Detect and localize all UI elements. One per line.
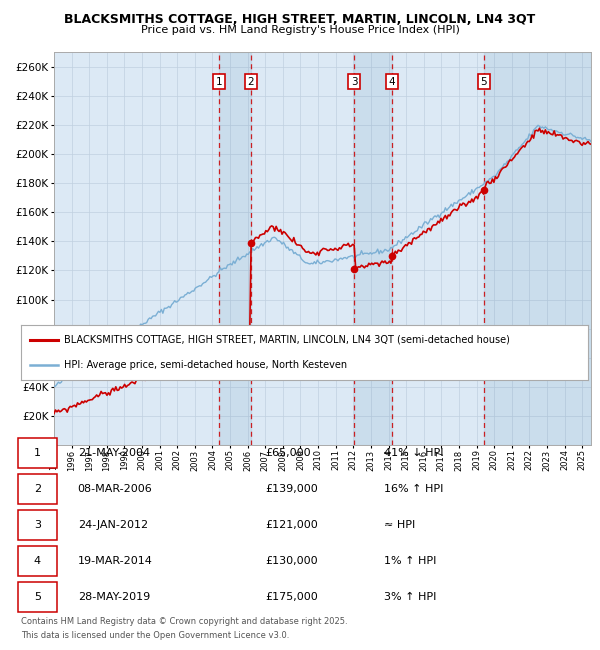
Text: £121,000: £121,000 — [265, 520, 317, 530]
Text: 5: 5 — [34, 592, 41, 602]
Text: 41% ↓ HPI: 41% ↓ HPI — [384, 448, 443, 458]
FancyBboxPatch shape — [18, 510, 57, 541]
Text: 08-MAR-2006: 08-MAR-2006 — [78, 484, 152, 494]
Text: £130,000: £130,000 — [265, 556, 317, 566]
Text: 2: 2 — [248, 77, 254, 87]
Text: 1% ↑ HPI: 1% ↑ HPI — [384, 556, 436, 566]
Text: Price paid vs. HM Land Registry's House Price Index (HPI): Price paid vs. HM Land Registry's House … — [140, 25, 460, 34]
Text: 3% ↑ HPI: 3% ↑ HPI — [384, 592, 436, 602]
Bar — [355, 52, 392, 445]
Text: 3: 3 — [351, 77, 358, 87]
Bar — [219, 52, 251, 445]
FancyBboxPatch shape — [18, 473, 57, 504]
Text: 24-JAN-2012: 24-JAN-2012 — [78, 520, 148, 530]
FancyBboxPatch shape — [18, 545, 57, 577]
Text: ≈ HPI: ≈ HPI — [384, 520, 415, 530]
Text: 19-MAR-2014: 19-MAR-2014 — [78, 556, 152, 566]
Text: HPI: Average price, semi-detached house, North Kesteven: HPI: Average price, semi-detached house,… — [64, 360, 347, 370]
Text: BLACKSMITHS COTTAGE, HIGH STREET, MARTIN, LINCOLN, LN4 3QT (semi-detached house): BLACKSMITHS COTTAGE, HIGH STREET, MARTIN… — [64, 335, 509, 345]
Text: £65,000: £65,000 — [265, 448, 310, 458]
Text: BLACKSMITHS COTTAGE, HIGH STREET, MARTIN, LINCOLN, LN4 3QT: BLACKSMITHS COTTAGE, HIGH STREET, MARTIN… — [64, 13, 536, 26]
Text: 3: 3 — [34, 520, 41, 530]
Text: Contains HM Land Registry data © Crown copyright and database right 2025.
This d: Contains HM Land Registry data © Crown c… — [21, 618, 347, 640]
Text: 1: 1 — [216, 77, 223, 87]
Text: 28-MAY-2019: 28-MAY-2019 — [78, 592, 150, 602]
FancyBboxPatch shape — [18, 582, 57, 612]
FancyBboxPatch shape — [18, 437, 57, 469]
Text: 5: 5 — [481, 77, 487, 87]
Bar — [484, 52, 591, 445]
Text: 2: 2 — [34, 484, 41, 494]
Text: 4: 4 — [34, 556, 41, 566]
Text: 4: 4 — [389, 77, 395, 87]
Text: 16% ↑ HPI: 16% ↑ HPI — [384, 484, 443, 494]
Text: £139,000: £139,000 — [265, 484, 317, 494]
Text: 1: 1 — [34, 448, 41, 458]
Text: £175,000: £175,000 — [265, 592, 317, 602]
Text: 21-MAY-2004: 21-MAY-2004 — [78, 448, 150, 458]
